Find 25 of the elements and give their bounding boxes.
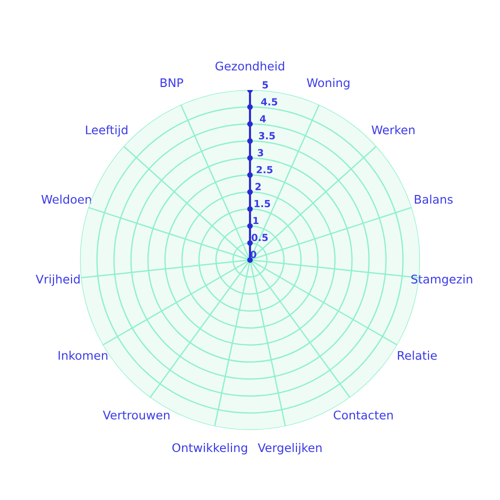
spoke-label: Relatie [398, 350, 437, 360]
spoke-label: Vergelijken [258, 442, 322, 454]
spoke-label: Leeftijd [86, 125, 128, 137]
spoke-label: Woning [306, 78, 350, 90]
spoke-label: Werken [372, 125, 414, 134]
y-tick-label: 1 [253, 216, 258, 224]
y-tick-label: 4.5 [261, 98, 278, 106]
y-tick-label: 2 [256, 182, 261, 190]
spoke-label: Balans [414, 194, 453, 204]
y-tick-label: 5 [262, 81, 268, 89]
y-tick-label: 1.5 [254, 200, 270, 208]
y-tick-label: 3.5 [258, 132, 275, 140]
y-tick-label: 3 [258, 149, 264, 156]
spoke-label: Vrijheid [36, 274, 80, 286]
spoke-label: Vertrouwen [102, 410, 170, 420]
y-tick-label: 0.5 [252, 234, 268, 242]
spoke-label: BNP [160, 78, 184, 88]
spoke-label: Ontwikkeling [172, 442, 248, 454]
spoke-label: Stamgezin [411, 274, 472, 286]
y-tick-label: 2.5 [256, 166, 272, 174]
y-tick-label: 4 [260, 115, 266, 122]
spoke-label: Gezondheid [216, 61, 284, 71]
spoke-label: Weldoen [41, 194, 92, 204]
spoke-label: Contacten [334, 410, 393, 420]
spoke-label: Inkomen [58, 350, 108, 360]
